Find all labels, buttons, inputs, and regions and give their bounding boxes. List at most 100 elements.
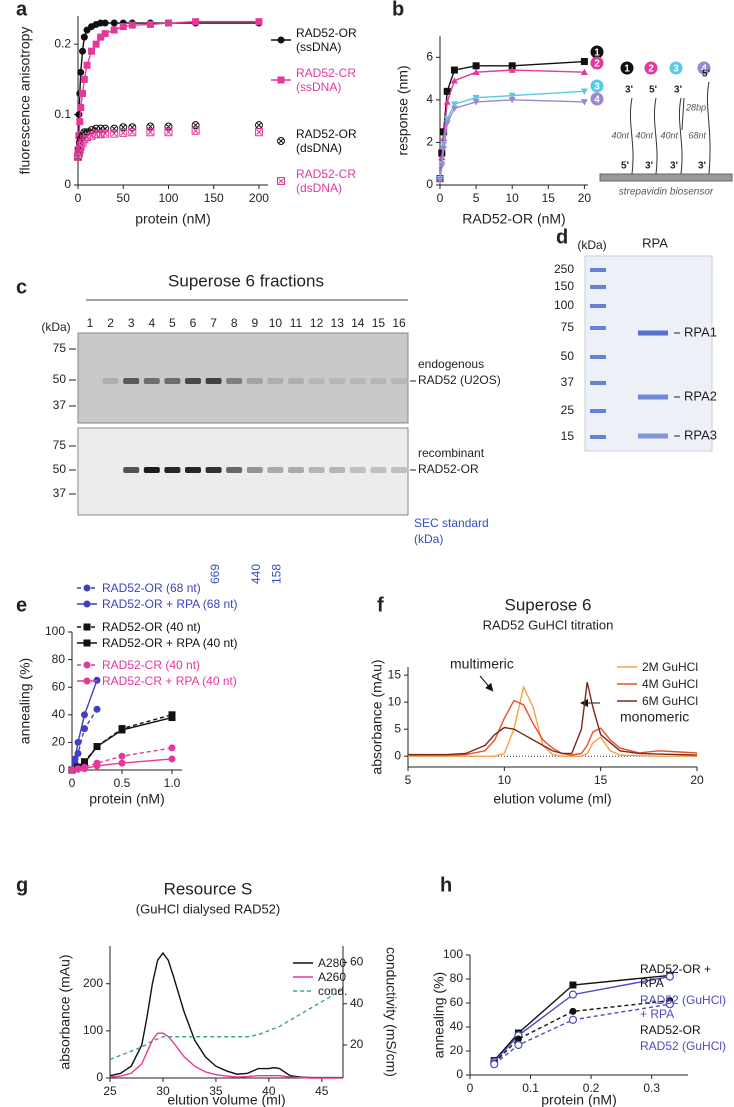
marker — [118, 759, 126, 767]
y-axis-label: absorbance (mAu) — [369, 659, 385, 774]
legend-sample — [271, 76, 291, 84]
marker — [450, 77, 458, 84]
marker — [514, 1040, 523, 1050]
marker — [450, 105, 458, 112]
x-tick-label: 150 — [204, 191, 224, 205]
legend-badge: 3 — [594, 82, 600, 93]
series-line — [77, 22, 259, 150]
band — [308, 467, 325, 473]
strand-top: 3' — [625, 85, 633, 96]
marker — [80, 33, 88, 41]
lane-label: RPA — [642, 235, 668, 250]
strand-badge: 2 — [648, 64, 654, 75]
band — [185, 378, 201, 384]
legend-sample — [77, 677, 97, 685]
series-line — [439, 90, 585, 179]
y-tick-label: 60 — [450, 995, 464, 1009]
marker — [118, 726, 126, 734]
y-axis-label: absorbance (mAu) — [57, 954, 73, 1069]
legend-label: RAD52-OR (40 nt) — [102, 620, 201, 634]
legend-label: 6M GuHCl — [642, 694, 699, 708]
lane-label: 1 — [87, 316, 94, 330]
marker — [81, 725, 88, 733]
marker — [97, 33, 105, 41]
y-tick-label: 15 — [388, 667, 402, 681]
legend-sample — [77, 661, 97, 669]
band — [185, 467, 201, 473]
blot-label: endogenous — [418, 357, 484, 371]
marker — [128, 128, 137, 137]
marker — [83, 584, 91, 592]
legend-label: A280 — [318, 956, 347, 970]
strand-badge-circle — [620, 61, 634, 75]
series-line — [493, 975, 670, 1063]
x-tick-label: 0 — [437, 191, 444, 205]
lane-label: 14 — [351, 316, 365, 330]
y-tick-label: 10 — [388, 694, 402, 708]
marker-label: 37 — [53, 398, 67, 412]
legend-label: RAD52-CR (40 nt) — [102, 658, 201, 672]
marker — [168, 755, 176, 763]
x-tick-label: 20 — [578, 191, 592, 205]
band — [370, 378, 387, 384]
panel-label: e — [16, 594, 27, 616]
legend-item: RAD52 (GuHCl) — [640, 1039, 734, 1053]
sec-standard: 158 — [270, 564, 284, 584]
marker — [472, 94, 480, 102]
y-tick-label: 0 — [394, 748, 401, 762]
lane-label: 5 — [169, 316, 176, 330]
series-line — [109, 1032, 343, 1079]
band-label: RPA1 — [684, 324, 717, 339]
band — [267, 467, 284, 473]
strand-length: 40nt — [611, 130, 629, 140]
strand-bottom: 5' — [621, 161, 629, 172]
marker — [68, 766, 76, 774]
marker-label: 50 — [53, 462, 67, 476]
band — [329, 467, 346, 473]
marker — [168, 744, 176, 752]
surface-label: strepavidin biosensor — [619, 187, 714, 198]
marker — [118, 752, 126, 760]
protein-band — [638, 433, 668, 439]
marker — [569, 1007, 577, 1015]
marker — [83, 639, 91, 647]
series-line — [439, 99, 585, 181]
marker — [81, 711, 88, 719]
strand-top: 3' — [674, 85, 682, 96]
legend-item: RAD52-OR — [640, 1023, 734, 1037]
ladder-band — [590, 285, 606, 289]
band — [246, 378, 263, 384]
marker — [580, 99, 588, 106]
marker — [443, 87, 451, 95]
legend-item: 2M GuHCl — [616, 660, 716, 674]
band-label: RAD52-OR — [418, 462, 479, 476]
y-tick-label: 6 — [426, 49, 433, 63]
marker — [83, 61, 91, 69]
band — [123, 378, 140, 384]
marker — [277, 137, 286, 145]
marker — [508, 97, 516, 104]
legend-label: RAD52-CR (ssDNA) — [296, 66, 357, 94]
y-tick-label: 40 — [52, 707, 66, 721]
legend-label: cond. — [318, 984, 348, 998]
panel-label: f — [377, 594, 384, 616]
marker — [568, 1015, 578, 1024]
band — [391, 378, 407, 384]
legend-item: 6M GuHCl — [616, 694, 716, 708]
strand-badge-circle — [697, 61, 711, 75]
marker — [75, 111, 83, 119]
x-axis-label: protein (nM) — [541, 1092, 616, 1107]
marker — [71, 755, 79, 763]
chart-subtitle: (GuHCl dialysed RAD52) — [136, 901, 281, 916]
x-tick-label: 10 — [498, 773, 512, 787]
band — [246, 467, 263, 473]
series-line — [493, 1003, 670, 1065]
marker — [254, 121, 263, 130]
legend-badge-circle — [590, 79, 604, 93]
band-label: RAD52 (U2OS) — [418, 373, 501, 387]
band — [123, 467, 140, 473]
y-tick-label: 0 — [456, 1067, 463, 1081]
marker — [146, 122, 155, 131]
legend-sample — [293, 976, 313, 978]
